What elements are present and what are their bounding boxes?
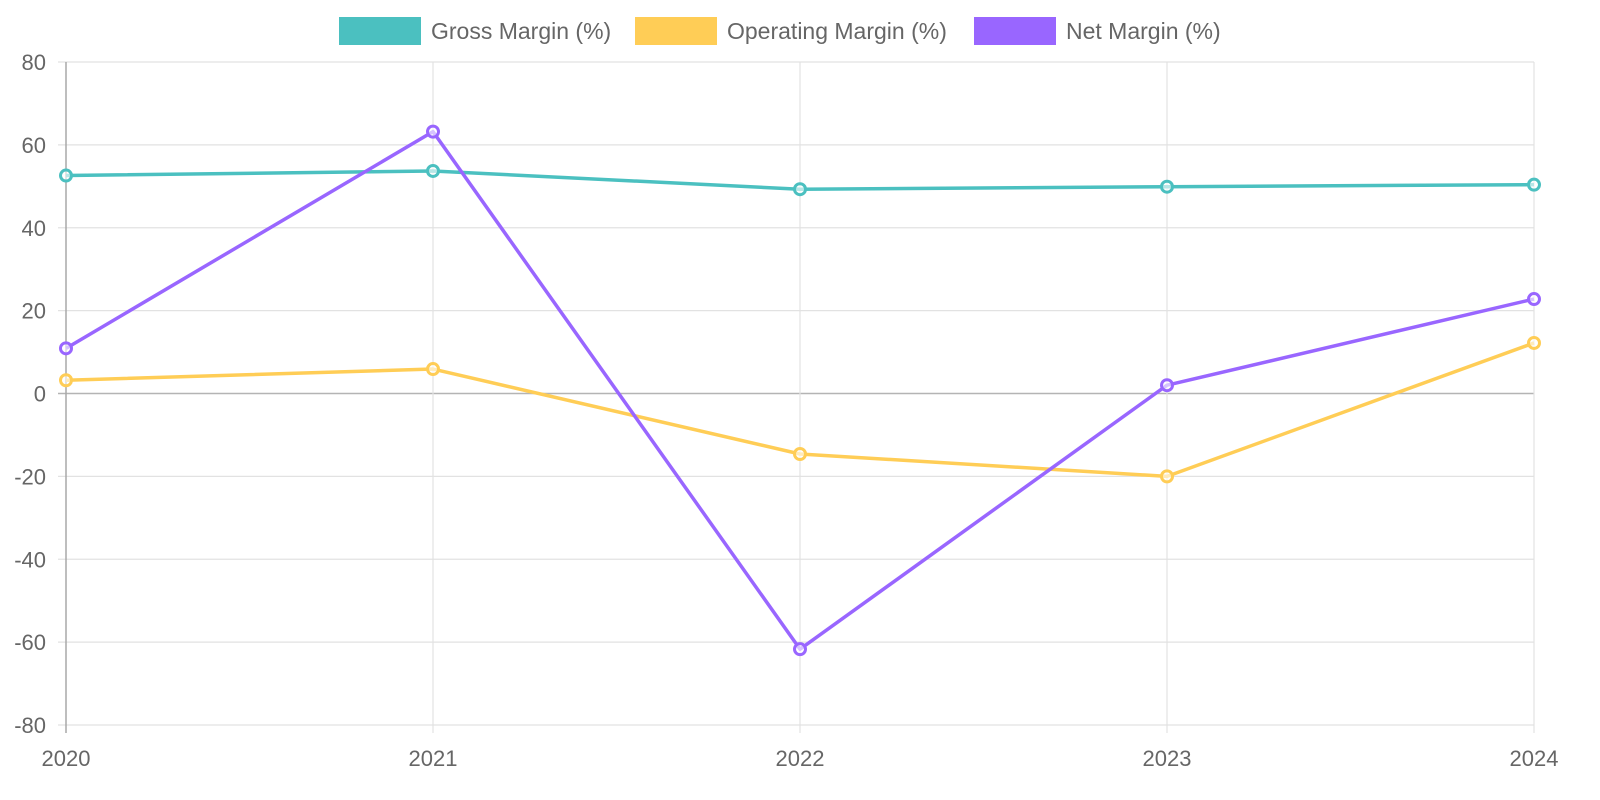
y-tick-label: -40 (14, 547, 46, 572)
data-point (1160, 378, 1174, 393)
y-tick-label: -60 (14, 630, 46, 655)
data-point (59, 373, 73, 388)
data-point (1527, 177, 1541, 192)
legend-swatch (635, 17, 717, 45)
y-tick-label: 40 (22, 216, 46, 241)
series-operating-margin (59, 335, 1541, 484)
y-tick-label: 20 (22, 299, 46, 324)
series-gross-margin (59, 163, 1541, 197)
data-point (426, 124, 440, 139)
x-axis-ticks: 2020 2021 2022 2023 2024 (42, 746, 1559, 771)
grid (58, 61, 1535, 733)
legend[interactable]: Gross Margin (%) Operating Margin (%) Net … (339, 17, 1221, 45)
x-tick-label: 2024 (1510, 746, 1559, 771)
data-point (1160, 179, 1174, 194)
legend-item[interactable]: Gross Margin (%) (339, 17, 611, 45)
y-tick-label: 60 (22, 133, 46, 158)
y-axis-ticks: 80 60 40 20 0 -20 -40 -60 -80 (14, 50, 46, 738)
data-point (1527, 335, 1541, 350)
x-tick-label: 2021 (409, 746, 458, 771)
data-point (59, 168, 73, 183)
series-lines (59, 124, 1541, 657)
data-point (793, 182, 807, 197)
legend-label: Net Margin (%) (1066, 18, 1221, 44)
y-tick-label: -20 (14, 464, 46, 489)
data-point (426, 362, 440, 377)
data-point (1527, 292, 1541, 307)
x-tick-label: 2023 (1143, 746, 1192, 771)
data-point (426, 163, 440, 178)
data-point (793, 642, 807, 657)
data-point (793, 446, 807, 461)
y-tick-label: -80 (14, 713, 46, 738)
y-tick-label: 80 (22, 50, 46, 75)
data-point (1160, 469, 1174, 484)
legend-item[interactable]: Net Margin (%) (974, 17, 1221, 45)
legend-label: Gross Margin (%) (431, 18, 611, 44)
x-tick-label: 2022 (776, 746, 825, 771)
series-net-margin (59, 124, 1541, 657)
legend-item[interactable]: Operating Margin (%) (635, 17, 947, 45)
legend-label: Operating Margin (%) (727, 18, 947, 44)
legend-swatch (974, 17, 1056, 45)
data-point (59, 341, 73, 356)
x-tick-label: 2020 (42, 746, 91, 771)
legend-swatch (339, 17, 421, 45)
y-tick-label: 0 (34, 382, 46, 407)
